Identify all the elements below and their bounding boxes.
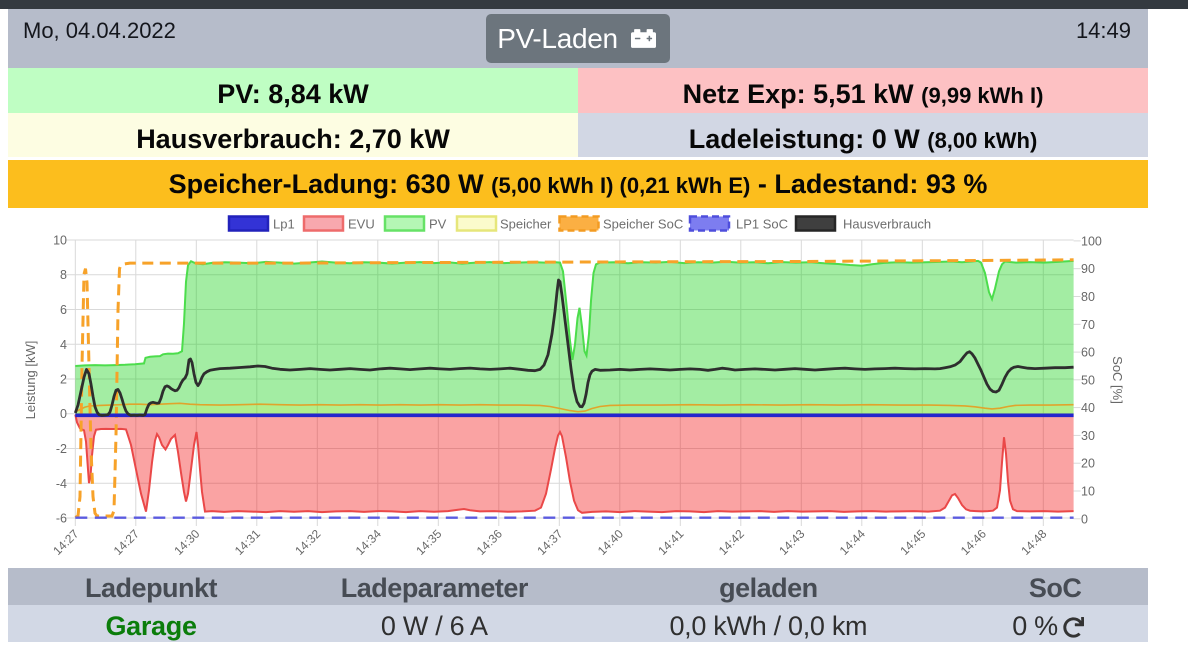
svg-text:14:27: 14:27 xyxy=(111,526,142,557)
svg-text:10: 10 xyxy=(53,234,67,248)
svg-text:14:34: 14:34 xyxy=(353,526,384,557)
svg-text:PV: PV xyxy=(429,217,447,232)
svg-text:10: 10 xyxy=(1081,485,1095,499)
svg-text:Lp1: Lp1 xyxy=(273,217,295,232)
svg-text:14:35: 14:35 xyxy=(413,526,444,557)
svg-text:4: 4 xyxy=(60,338,67,352)
svg-text:50: 50 xyxy=(1081,373,1095,387)
svg-text:14:45: 14:45 xyxy=(897,526,928,557)
svg-text:Speicher: Speicher xyxy=(500,217,552,232)
svg-text:Leistung [kW]: Leistung [kW] xyxy=(23,341,38,420)
svg-text:14:44: 14:44 xyxy=(837,526,868,557)
svg-text:EVU: EVU xyxy=(348,217,375,232)
svg-text:0: 0 xyxy=(60,407,67,421)
svg-text:14:27: 14:27 xyxy=(50,526,81,557)
svg-text:60: 60 xyxy=(1081,346,1095,360)
svg-text:14:32: 14:32 xyxy=(292,526,323,557)
svg-text:90: 90 xyxy=(1081,262,1095,276)
svg-text:14:40: 14:40 xyxy=(595,526,626,557)
svg-text:Speicher SoC: Speicher SoC xyxy=(603,217,683,232)
svg-text:Hausverbrauch: Hausverbrauch xyxy=(843,217,931,232)
svg-text:6: 6 xyxy=(60,303,67,317)
svg-text:LP1 SoC: LP1 SoC xyxy=(736,217,788,232)
svg-text:-4: -4 xyxy=(56,477,67,491)
svg-text:0: 0 xyxy=(1081,512,1088,526)
svg-text:14:30: 14:30 xyxy=(171,526,202,557)
svg-text:14:31: 14:31 xyxy=(232,526,263,557)
svg-text:80: 80 xyxy=(1081,290,1095,304)
svg-text:14:48: 14:48 xyxy=(1018,526,1049,557)
svg-text:-6: -6 xyxy=(56,512,67,526)
svg-text:100: 100 xyxy=(1081,234,1102,248)
svg-text:40: 40 xyxy=(1081,401,1095,415)
svg-text:30: 30 xyxy=(1081,429,1095,443)
svg-text:20: 20 xyxy=(1081,457,1095,471)
svg-text:SoC [%]: SoC [%] xyxy=(1110,356,1125,404)
svg-text:14:42: 14:42 xyxy=(716,526,747,557)
svg-text:8: 8 xyxy=(60,268,67,282)
svg-text:14:46: 14:46 xyxy=(958,526,989,557)
svg-text:14:36: 14:36 xyxy=(474,526,505,557)
svg-text:2: 2 xyxy=(60,373,67,387)
svg-text:14:43: 14:43 xyxy=(776,526,807,557)
svg-text:14:41: 14:41 xyxy=(655,526,686,557)
svg-text:14:37: 14:37 xyxy=(534,526,565,557)
svg-text:70: 70 xyxy=(1081,318,1095,332)
svg-text:-2: -2 xyxy=(56,442,67,456)
